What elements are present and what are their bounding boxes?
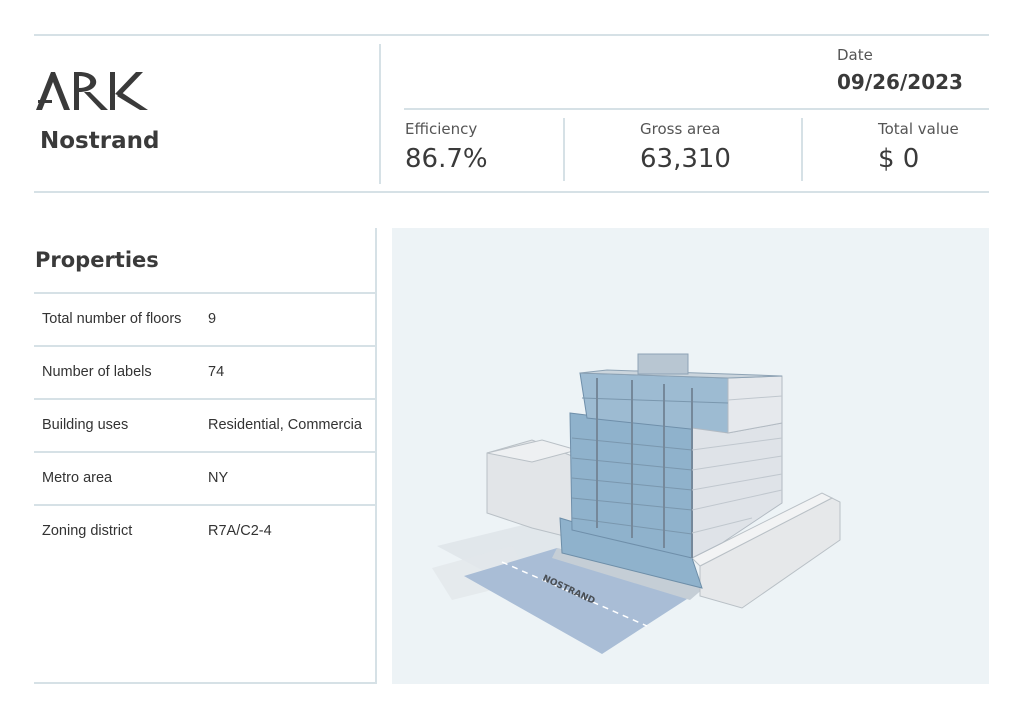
property-value: NY	[208, 470, 229, 486]
building-3d-viewer[interactable]: NOSTRAND	[392, 228, 989, 684]
property-row: Number of labels 74	[34, 345, 375, 398]
metric-efficiency: Efficiency 86.7%	[405, 120, 488, 174]
header-top-divider	[34, 34, 989, 36]
rooftop-bulkhead	[637, 353, 689, 375]
metric-divider-2	[801, 118, 803, 181]
header-bottom-divider	[34, 191, 989, 193]
metric-gross-area: Gross area 63,310	[640, 120, 731, 174]
metric-label: Total value	[878, 120, 959, 138]
property-row: Total number of floors 9	[34, 292, 375, 345]
property-label: Building uses	[42, 417, 129, 433]
property-row: Building uses Residential, Commercia	[34, 398, 375, 451]
property-row: Zoning district R7A/C2-4	[34, 504, 375, 557]
properties-panel: Properties Total number of floors 9 Numb…	[34, 228, 377, 684]
metric-total-value: Total value $ 0	[878, 120, 959, 174]
property-value: 74	[208, 364, 225, 380]
property-label: Total number of floors	[42, 311, 182, 327]
brand-divider	[379, 44, 381, 184]
property-label: Number of labels	[42, 364, 152, 380]
metric-value: 63,310	[640, 144, 731, 174]
property-value: Residential, Commercia	[208, 417, 362, 433]
property-label: Metro area	[42, 470, 113, 486]
metric-value: 86.7%	[405, 144, 488, 174]
property-label: Zoning district	[42, 523, 133, 539]
date-divider	[404, 108, 989, 110]
building-model: NOSTRAND	[432, 353, 841, 654]
date-value: 09/26/2023	[837, 70, 963, 94]
report-date: Date 09/26/2023	[837, 46, 967, 94]
metric-label: Efficiency	[405, 120, 478, 138]
property-row: Metro area NY	[34, 451, 375, 504]
metric-label: Gross area	[640, 120, 721, 138]
project-name: Nostrand	[40, 128, 160, 154]
ark-logo	[36, 70, 152, 114]
metric-divider-1	[563, 118, 565, 181]
property-value: 9	[208, 311, 217, 327]
properties-list: Total number of floors 9 Number of label…	[34, 292, 375, 557]
date-label: Date	[837, 46, 873, 64]
property-value: R7A/C2-4	[208, 523, 272, 539]
properties-title: Properties	[35, 248, 159, 272]
metric-value: $ 0	[878, 144, 920, 174]
